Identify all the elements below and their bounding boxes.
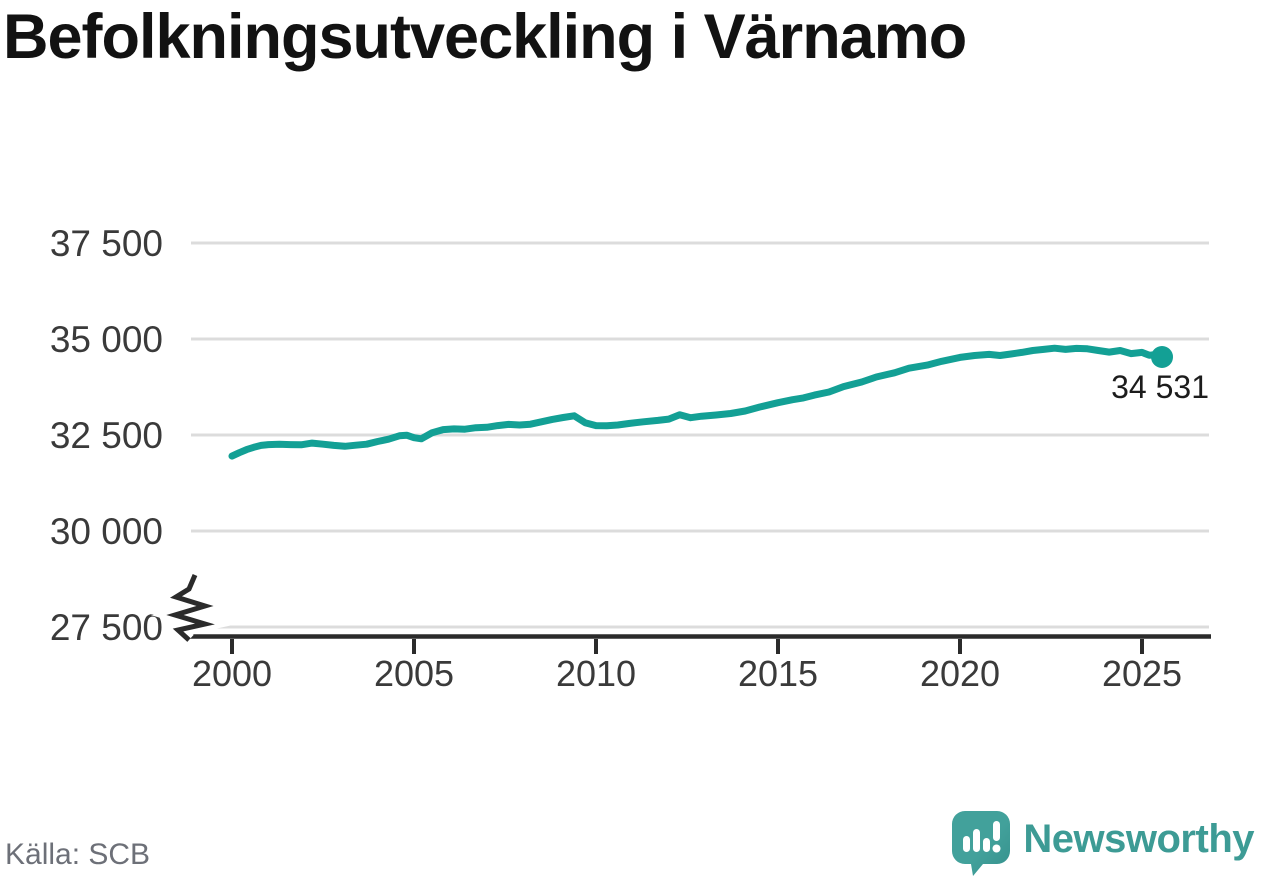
x-tick-label: 2020 xyxy=(920,653,1000,694)
y-tick-label: 35 000 xyxy=(50,319,163,360)
last-point-marker xyxy=(1151,346,1174,369)
bar-chart-exclamation-glyph xyxy=(963,821,1001,853)
y-tick-label: 32 500 xyxy=(50,415,163,456)
newsworthy-wordmark: Newsworthy xyxy=(1023,817,1254,861)
y-tick-label: 27 500 xyxy=(50,607,163,648)
y-tick-label: 30 000 xyxy=(50,511,163,552)
x-tick-label: 2010 xyxy=(556,653,636,694)
y-tick-label: 37 500 xyxy=(50,223,163,264)
x-tick-label: 2005 xyxy=(374,653,454,694)
chart-title: Befolkningsutveckling i Värnamo xyxy=(3,2,967,72)
x-tick-label: 2000 xyxy=(192,653,272,694)
x-tick-label: 2015 xyxy=(738,653,818,694)
newsworthy-bubble-chart-icon xyxy=(952,811,1011,876)
x-tick-label: 2025 xyxy=(1102,653,1182,694)
newsworthy-logo: Newsworthy xyxy=(951,811,1254,877)
source-label: Källa: SCB xyxy=(5,838,151,871)
last-value-label: 34 531 xyxy=(1111,369,1209,405)
axis-break-icon xyxy=(166,574,215,642)
population-line xyxy=(228,344,1166,460)
